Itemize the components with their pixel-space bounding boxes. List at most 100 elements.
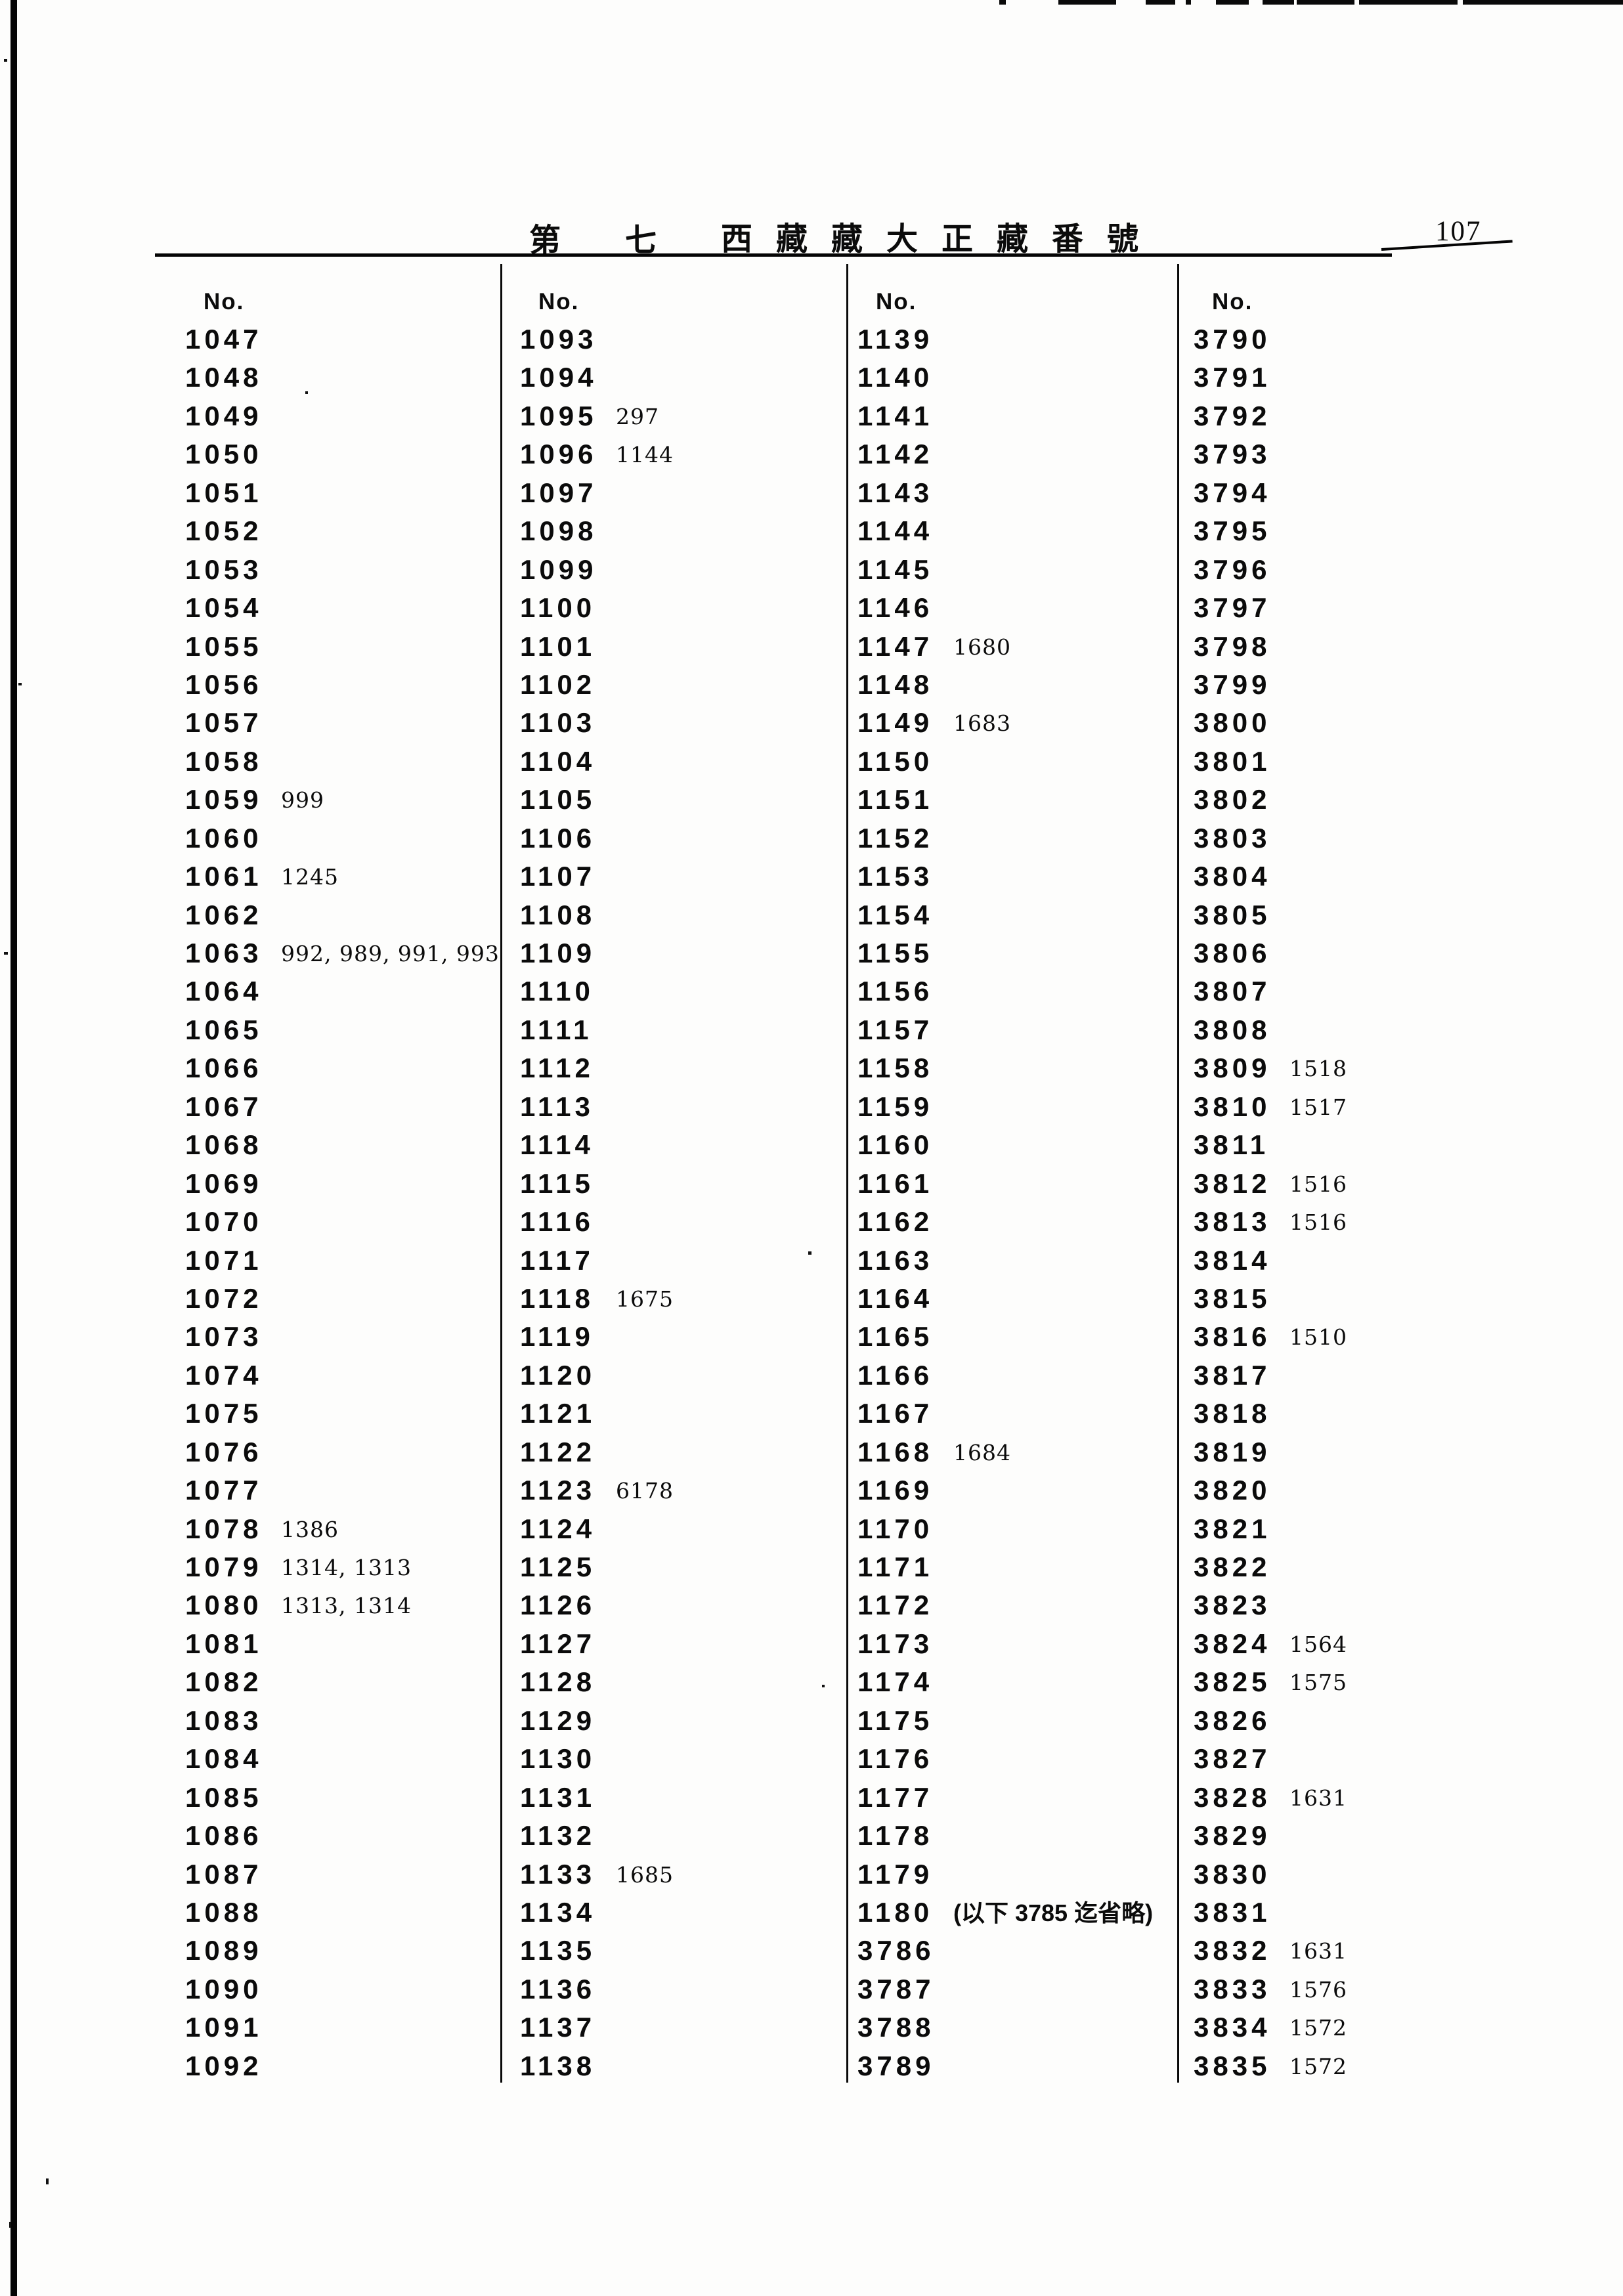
entry-number: 1160 xyxy=(857,1129,934,1161)
table-row: 1097 xyxy=(520,474,674,512)
entry-number: 1052 xyxy=(185,515,263,547)
entry-number: 1066 xyxy=(185,1052,263,1084)
table-row: 1075 xyxy=(185,1395,500,1433)
table-row: 3815 xyxy=(1194,1280,1347,1318)
entry-number: 1163 xyxy=(857,1244,934,1276)
entry-number: 1098 xyxy=(520,515,597,547)
entry-number: 1057 xyxy=(185,707,263,739)
entry-number: 1177 xyxy=(857,1781,934,1813)
table-row: 1068 xyxy=(185,1126,500,1164)
scan-edge-mark xyxy=(1297,0,1354,5)
entry-number: 1138 xyxy=(520,2050,596,2081)
entry-number: 3811 xyxy=(1194,1129,1270,1161)
table-row: 1066 xyxy=(185,1049,500,1087)
column-separator xyxy=(1177,264,1179,2083)
scan-speck xyxy=(808,1251,812,1255)
entry-number: 1149 xyxy=(857,707,934,739)
entry-number: 1049 xyxy=(185,400,263,431)
table-row: 1092 xyxy=(185,2047,500,2085)
page-number: 107 xyxy=(1435,216,1482,247)
entry-number: 1080 xyxy=(185,1590,263,1621)
table-row: 1079 1314, 1313 xyxy=(185,1548,500,1586)
entry-number: 3788 xyxy=(857,2012,935,2043)
table-row: 1072 xyxy=(185,1280,500,1318)
table-row: 3811 xyxy=(1194,1126,1347,1164)
entry-note: 1564 xyxy=(1289,1631,1347,1657)
entry-note: 999 xyxy=(281,787,324,813)
table-row: 1140 xyxy=(857,358,1153,397)
number-column-1: No. 1047 1048 1049 1050 1051 1052 1053 1054 1055 1… xyxy=(185,284,500,2085)
table-row: 3819 xyxy=(1194,1433,1347,1471)
entry-number: 1167 xyxy=(857,1398,934,1429)
table-row: 1153 xyxy=(857,857,1153,896)
entry-number: 1085 xyxy=(185,1781,263,1813)
entry-note: 1572 xyxy=(1289,2053,1347,2079)
entry-number: 3809 xyxy=(1194,1052,1271,1084)
entry-number: 1054 xyxy=(185,592,263,624)
entry-number: 1091 xyxy=(185,2012,263,2043)
table-row: 3829 xyxy=(1194,1817,1347,1855)
entry-number: 3832 xyxy=(1194,1935,1271,1966)
table-row: 1106 xyxy=(520,819,674,857)
entry-number: 3814 xyxy=(1194,1244,1271,1276)
table-row: 1165 xyxy=(857,1318,1153,1356)
entry-number: 1095 xyxy=(520,400,597,431)
entry-number: 1176 xyxy=(857,1743,934,1775)
table-row: 3833 1576 xyxy=(1194,1970,1347,2008)
table-row: 1056 xyxy=(185,666,500,704)
table-row: 3793 xyxy=(1194,435,1347,473)
table-row: 1048 xyxy=(185,358,500,397)
table-row: 3801 xyxy=(1194,743,1347,781)
table-row: 1161 xyxy=(857,1165,1153,1203)
table-row: 1149 1683 xyxy=(857,704,1153,742)
table-row: 1122 xyxy=(520,1433,674,1471)
table-row: 3824 1564 xyxy=(1194,1625,1347,1663)
table-row: 3816 1510 xyxy=(1194,1318,1347,1356)
table-row: 1073 xyxy=(185,1318,500,1356)
entry-number: 3815 xyxy=(1194,1282,1271,1314)
table-row: 3802 xyxy=(1194,781,1347,819)
table-row: 1059 999 xyxy=(185,781,500,819)
entry-number: 1113 xyxy=(520,1091,594,1122)
entry-number: 1162 xyxy=(857,1206,934,1238)
entry-number: 1099 xyxy=(520,553,597,585)
entry-number: 1083 xyxy=(185,1704,263,1736)
entry-number: 3791 xyxy=(1194,362,1271,393)
table-row: 1114 xyxy=(520,1126,674,1164)
table-row: 3803 xyxy=(1194,819,1347,857)
entry-number: 3828 xyxy=(1194,1781,1271,1813)
entry-note: 1684 xyxy=(953,1439,1011,1465)
table-row: 1135 xyxy=(520,1932,674,1970)
entry-number: 1073 xyxy=(185,1321,263,1353)
table-row: 1047 xyxy=(185,320,500,358)
entry-number: 1107 xyxy=(520,861,596,892)
table-row: 1156 xyxy=(857,972,1153,1010)
number-column-2: No. 1093 1094 1095 297 1096 1144 1097 1098 1099 11… xyxy=(520,284,674,2085)
table-row: 3807 xyxy=(1194,972,1347,1010)
table-row: 1101 xyxy=(520,628,674,666)
table-row: 1128 xyxy=(520,1663,674,1701)
table-row: 1132 xyxy=(520,1817,674,1855)
scan-edge-mark xyxy=(1359,0,1458,5)
entry-number: 1114 xyxy=(520,1129,594,1161)
table-row: 1061 1245 xyxy=(185,857,500,896)
entry-note: 1685 xyxy=(616,1861,674,1888)
table-row: 3804 xyxy=(1194,857,1347,896)
table-row: 1155 xyxy=(857,934,1153,972)
table-row: 1078 1386 xyxy=(185,1510,500,1548)
table-row: 1158 xyxy=(857,1049,1153,1087)
table-row: 1136 xyxy=(520,1970,674,2008)
entry-number: 3816 xyxy=(1194,1321,1271,1353)
entry-number: 1127 xyxy=(520,1628,596,1659)
table-row: 1060 xyxy=(185,819,500,857)
entry-number: 1065 xyxy=(185,1014,263,1045)
table-row: 1053 xyxy=(185,551,500,589)
table-row: 1138 xyxy=(520,2047,674,2085)
table-row: 1088 xyxy=(185,1894,500,1932)
table-row: 1108 xyxy=(520,896,674,934)
table-row: 1110 xyxy=(520,972,674,1010)
table-row: 3805 xyxy=(1194,896,1347,934)
entry-number: 1072 xyxy=(185,1282,263,1314)
entry-number: 1081 xyxy=(185,1628,263,1659)
entry-note: 1386 xyxy=(281,1516,339,1542)
